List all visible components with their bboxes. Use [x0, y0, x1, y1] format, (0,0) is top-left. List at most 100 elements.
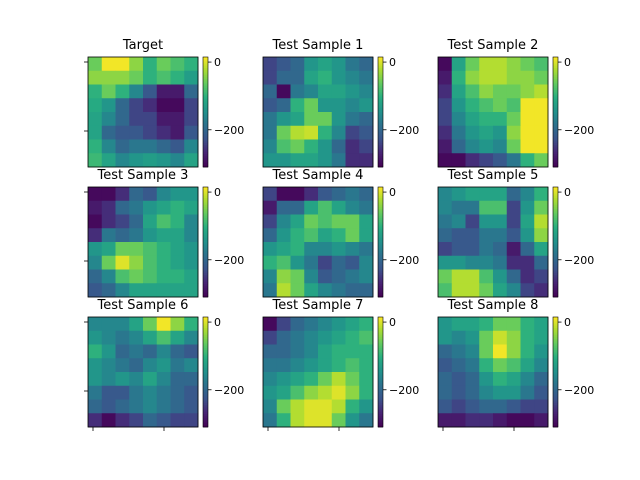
colorbar-segment — [378, 373, 383, 377]
colorbar-segment — [203, 64, 208, 67]
colorbar-segment — [203, 253, 208, 256]
colorbar-segment — [553, 58, 558, 62]
colorbar-segment — [378, 137, 383, 140]
colorbar-segment — [553, 265, 558, 269]
colorbar-segment — [203, 392, 208, 395]
heatmap-cell — [184, 187, 199, 202]
colorbar-segment — [553, 240, 558, 243]
heatmap-cell — [506, 200, 521, 215]
colorbar-segment — [203, 106, 208, 109]
colorbar-segment — [378, 375, 383, 378]
colorbar-segment — [203, 423, 208, 426]
panel-title: Test Sample 5 — [447, 168, 539, 183]
colorbar-segment — [378, 161, 383, 164]
heatmap-cell — [534, 214, 549, 229]
heatmap-cell — [506, 330, 521, 345]
heatmap-cell — [290, 255, 305, 270]
heatmap-cell — [318, 98, 333, 113]
colorbar-segment — [378, 205, 383, 208]
heatmap-cell — [156, 242, 171, 257]
colorbar-segment — [378, 99, 383, 102]
colorbar-segment — [553, 282, 558, 285]
heatmap-cell — [170, 200, 185, 215]
colorbar-segment — [203, 340, 208, 344]
heatmap-cell — [465, 153, 480, 168]
colorbar-segment — [378, 242, 383, 245]
colorbar-segment — [553, 254, 558, 258]
heatmap-cell — [465, 317, 480, 332]
heatmap-cell — [359, 98, 374, 113]
heatmap-cell — [129, 125, 144, 140]
colorbar-segment — [203, 318, 208, 322]
heatmap-cell — [318, 242, 333, 257]
heatmap-cell — [263, 242, 278, 257]
heatmap-cell — [290, 98, 305, 113]
heatmap-cell — [304, 317, 319, 332]
heatmap-cell — [263, 283, 278, 298]
heatmap-cell — [88, 358, 103, 373]
heatmap-cell — [115, 200, 130, 215]
colorbar-segment — [553, 97, 558, 100]
heatmap-cell — [184, 372, 199, 387]
colorbar-segment — [378, 232, 383, 236]
heatmap-cell — [88, 139, 103, 154]
heatmap-cell — [290, 200, 305, 215]
panel-2: Test Sample 1 0 −200 — [262, 38, 419, 168]
colorbar-segment — [203, 390, 208, 393]
colorbar-segment — [378, 394, 383, 397]
colorbar-segment — [553, 99, 558, 102]
heatmap-cell — [438, 385, 453, 400]
heatmap-cell — [345, 98, 360, 113]
heatmap-cell — [493, 344, 508, 359]
heatmap-cell — [345, 358, 360, 373]
heatmap-cell — [115, 125, 130, 140]
heatmap-cell — [115, 153, 130, 168]
colorbar-segment — [378, 406, 383, 410]
heatmap-cell — [534, 269, 549, 284]
heatmap-cell — [101, 283, 116, 298]
colorbar-segment — [378, 403, 383, 406]
colorbar-segment — [378, 412, 383, 415]
heatmap-cell — [156, 228, 171, 243]
colorbar-segment — [553, 207, 558, 210]
heatmap-cell — [331, 84, 346, 99]
colorbar-segment — [378, 132, 383, 135]
heatmap-cell — [520, 255, 535, 270]
heatmap-cell — [184, 139, 199, 154]
colorbar-segment — [203, 126, 208, 129]
panel-title: Target — [122, 38, 163, 53]
colorbar-segment — [378, 190, 383, 193]
heatmap-cell — [451, 358, 466, 373]
heatmap-cell — [290, 269, 305, 284]
colorbar-segment — [203, 329, 208, 333]
colorbar-segment — [203, 326, 208, 329]
panel-6: Test Sample 5 0 −200 — [437, 168, 594, 298]
heatmap-cell — [115, 187, 130, 202]
heatmap-cell — [263, 112, 278, 127]
heatmap-cell — [534, 84, 549, 99]
heatmap-cell — [184, 317, 199, 332]
heatmap-cell — [101, 112, 116, 127]
heatmap-cell — [101, 317, 116, 332]
colorbar-segment — [203, 79, 208, 82]
heatmap-cell — [184, 57, 199, 72]
heatmap-cell — [506, 57, 521, 72]
heatmap-cell — [465, 413, 480, 428]
heatmap-cell — [506, 399, 521, 414]
colorbar-segment — [378, 199, 383, 203]
heatmap-cell — [331, 57, 346, 72]
heatmap-cell — [318, 70, 333, 85]
heatmap-cell — [156, 344, 171, 359]
heatmap-cell — [534, 153, 549, 168]
heatmap-cell — [115, 98, 130, 113]
colorbar-segment — [553, 121, 558, 124]
colorbar-segment — [203, 265, 208, 269]
heatmap-cell — [156, 57, 171, 72]
heatmap-cell — [101, 413, 116, 428]
heatmap-cell — [520, 84, 535, 99]
heatmap-cell — [465, 57, 480, 72]
colorbar-segment — [553, 260, 558, 263]
colorbar-segment — [203, 137, 208, 140]
colorbar-segment — [553, 419, 558, 422]
colorbar-segment — [378, 88, 383, 91]
